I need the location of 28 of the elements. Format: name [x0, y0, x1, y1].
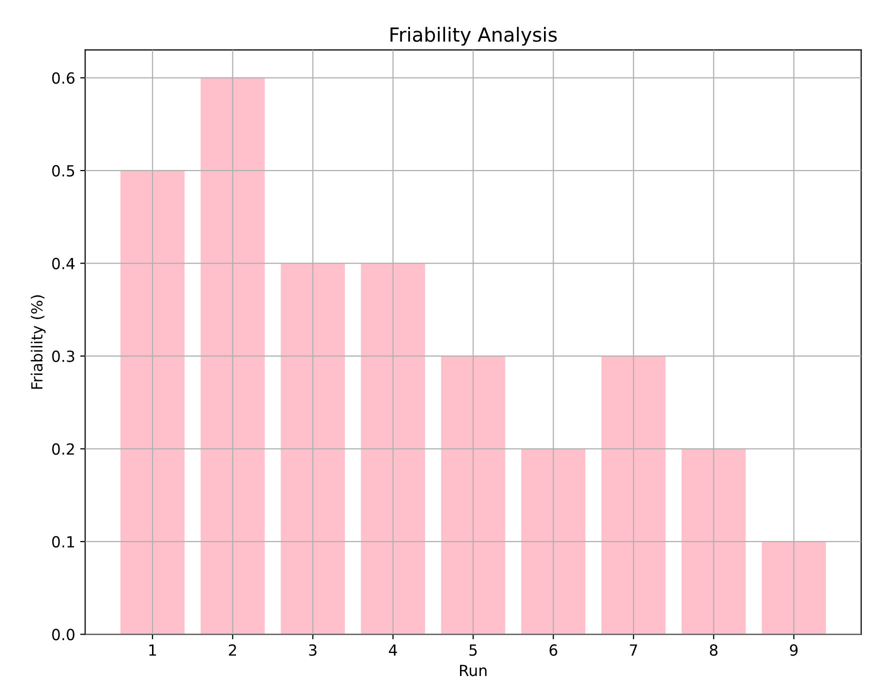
x-tick-label: 5: [469, 644, 477, 656]
x-tick-label: 2: [228, 644, 236, 656]
y-tick-label: 0.0: [52, 628, 74, 640]
bar: [441, 356, 506, 634]
chart-title: Friability Analysis: [390, 26, 557, 46]
x-tick-label: 8: [710, 644, 718, 656]
x-tick-label: 4: [388, 644, 398, 656]
y-tick-label: 0.6: [52, 72, 74, 84]
x-tick-label: 3: [309, 644, 316, 656]
bar: [601, 356, 666, 634]
y-tick-label: 0.3: [52, 350, 74, 362]
y-tick-label: 0.1: [52, 536, 74, 548]
x-tick-label: 6: [550, 644, 558, 656]
y-tick-label: 0.5: [52, 165, 74, 177]
bar: [360, 263, 426, 634]
y-tick-label: 0.2: [52, 443, 74, 455]
x-axis-title: Run: [460, 664, 487, 676]
y-tick-label: 0.4: [52, 258, 75, 270]
bar: [521, 448, 586, 634]
x-tick-label: 1: [149, 644, 156, 656]
bar: [200, 78, 265, 634]
bar: [280, 263, 345, 634]
x-tick-label: 7: [630, 644, 638, 656]
x-tick-label: 9: [790, 644, 798, 656]
bar: [682, 448, 746, 634]
y-axis-title: Friability (%): [30, 295, 46, 389]
bar: [762, 542, 826, 634]
bar: [120, 170, 185, 634]
